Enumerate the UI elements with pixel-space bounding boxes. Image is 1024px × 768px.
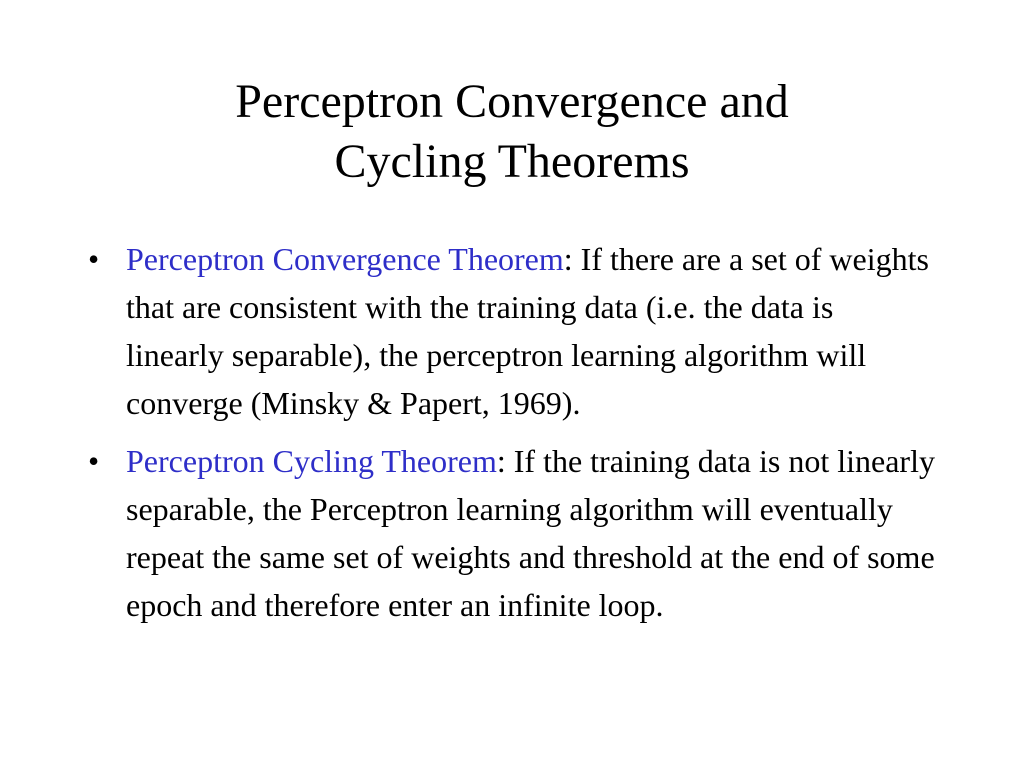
slide-title: Perceptron Convergence and Cycling Theor… bbox=[0, 72, 1024, 192]
bullet-dot-icon: • bbox=[88, 443, 100, 479]
term-convergence-theorem: Perceptron Convergence Theorem bbox=[126, 241, 564, 277]
bullet-list: • Perceptron Convergence Theorem: If the… bbox=[88, 235, 938, 639]
definition-convergence-theorem: : If there are a set of weights that are… bbox=[126, 241, 929, 421]
bullet-convergence-theorem: • Perceptron Convergence Theorem: If the… bbox=[88, 235, 938, 427]
term-cycling-theorem: Perceptron Cycling Theorem bbox=[126, 443, 497, 479]
bullet-cycling-theorem: • Perceptron Cycling Theorem: If the tra… bbox=[88, 437, 938, 629]
definition-cycling-theorem: : If the training data is not linearly s… bbox=[126, 443, 935, 623]
bullet-dot-icon: • bbox=[88, 241, 100, 277]
title-line-1: Perceptron Convergence and bbox=[235, 75, 789, 128]
title-line-2: Cycling Theorems bbox=[334, 135, 690, 188]
